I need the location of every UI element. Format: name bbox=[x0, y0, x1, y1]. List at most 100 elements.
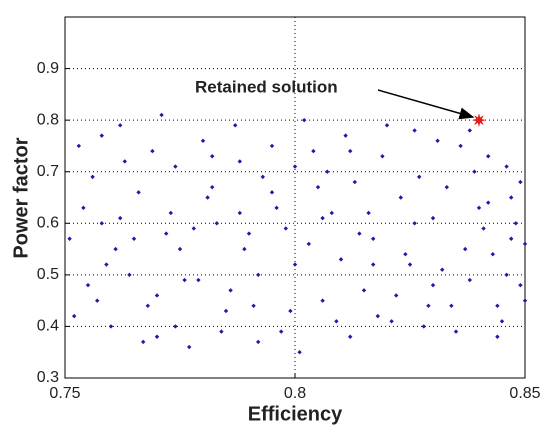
point bbox=[283, 226, 288, 231]
point bbox=[99, 133, 104, 138]
point bbox=[81, 205, 86, 211]
point bbox=[320, 298, 325, 303]
point bbox=[205, 195, 210, 200]
point bbox=[72, 313, 77, 319]
point bbox=[173, 324, 178, 329]
point bbox=[292, 262, 298, 267]
point bbox=[122, 159, 127, 164]
point bbox=[467, 277, 472, 283]
point bbox=[223, 308, 229, 314]
point bbox=[348, 334, 353, 339]
point bbox=[145, 303, 150, 308]
point bbox=[472, 169, 477, 174]
point bbox=[384, 123, 390, 128]
y-axis-label: Power factor bbox=[10, 137, 32, 258]
point bbox=[306, 241, 311, 247]
annotation-arrow bbox=[377, 89, 475, 120]
point bbox=[320, 215, 325, 221]
point bbox=[210, 154, 215, 159]
point bbox=[76, 143, 81, 149]
point bbox=[430, 215, 436, 221]
point bbox=[315, 184, 321, 190]
point bbox=[449, 303, 454, 308]
point bbox=[417, 174, 422, 180]
point bbox=[219, 329, 224, 334]
point bbox=[251, 303, 256, 308]
point bbox=[371, 262, 376, 267]
point bbox=[504, 164, 509, 169]
point bbox=[398, 195, 403, 200]
point bbox=[440, 267, 445, 272]
point bbox=[380, 154, 385, 159]
point bbox=[311, 148, 316, 154]
point bbox=[210, 184, 215, 190]
point bbox=[495, 334, 500, 339]
point bbox=[343, 133, 348, 138]
point bbox=[412, 128, 417, 133]
y-tick-label: 0.5 bbox=[37, 266, 59, 283]
point bbox=[233, 123, 238, 128]
point bbox=[200, 138, 206, 143]
point bbox=[237, 210, 242, 216]
point bbox=[518, 282, 523, 288]
y-tick-label: 0.8 bbox=[37, 111, 59, 128]
point bbox=[90, 174, 95, 180]
point bbox=[274, 205, 279, 211]
point bbox=[486, 154, 491, 159]
point bbox=[113, 246, 118, 252]
point bbox=[228, 288, 233, 293]
point bbox=[136, 190, 141, 195]
point bbox=[297, 350, 302, 355]
point bbox=[371, 236, 376, 241]
point bbox=[458, 143, 463, 149]
point bbox=[352, 179, 357, 185]
annotation: Retained solution bbox=[195, 77, 338, 96]
point bbox=[504, 272, 509, 278]
y-tick-label: 0.9 bbox=[37, 60, 59, 77]
point bbox=[196, 277, 201, 283]
x-tick-label: 0.85 bbox=[509, 385, 540, 402]
point bbox=[85, 282, 91, 288]
point bbox=[302, 117, 307, 123]
point bbox=[407, 262, 413, 267]
point bbox=[154, 334, 160, 339]
point bbox=[67, 236, 72, 241]
point bbox=[154, 293, 160, 298]
point bbox=[490, 252, 495, 257]
x-tick-label: 0.8 bbox=[284, 385, 306, 402]
point bbox=[237, 159, 242, 164]
point bbox=[269, 143, 275, 149]
point bbox=[499, 319, 505, 324]
point bbox=[348, 148, 353, 154]
y-tick-label: 0.7 bbox=[37, 163, 59, 180]
point bbox=[329, 210, 334, 216]
point bbox=[389, 319, 394, 324]
y-tick-label: 0.3 bbox=[37, 369, 59, 386]
point bbox=[338, 257, 344, 262]
point bbox=[141, 339, 146, 345]
point bbox=[260, 174, 265, 180]
point bbox=[292, 164, 298, 169]
point bbox=[246, 231, 252, 236]
x-axis-label: Efficiency bbox=[248, 403, 343, 425]
x-tick-label: 0.75 bbox=[49, 385, 80, 402]
point bbox=[522, 298, 528, 303]
point bbox=[361, 288, 367, 293]
point bbox=[187, 344, 192, 350]
point bbox=[325, 169, 330, 174]
point bbox=[509, 195, 514, 200]
point bbox=[495, 303, 500, 308]
point bbox=[288, 308, 293, 314]
point bbox=[509, 236, 514, 241]
point bbox=[164, 231, 169, 236]
y-tick-label: 0.6 bbox=[37, 215, 59, 232]
point bbox=[269, 190, 275, 195]
point bbox=[104, 262, 109, 267]
point bbox=[177, 246, 183, 252]
point bbox=[131, 236, 137, 241]
point bbox=[191, 226, 196, 231]
point bbox=[108, 324, 114, 329]
point bbox=[150, 148, 155, 154]
point bbox=[242, 246, 247, 252]
point bbox=[182, 277, 187, 283]
